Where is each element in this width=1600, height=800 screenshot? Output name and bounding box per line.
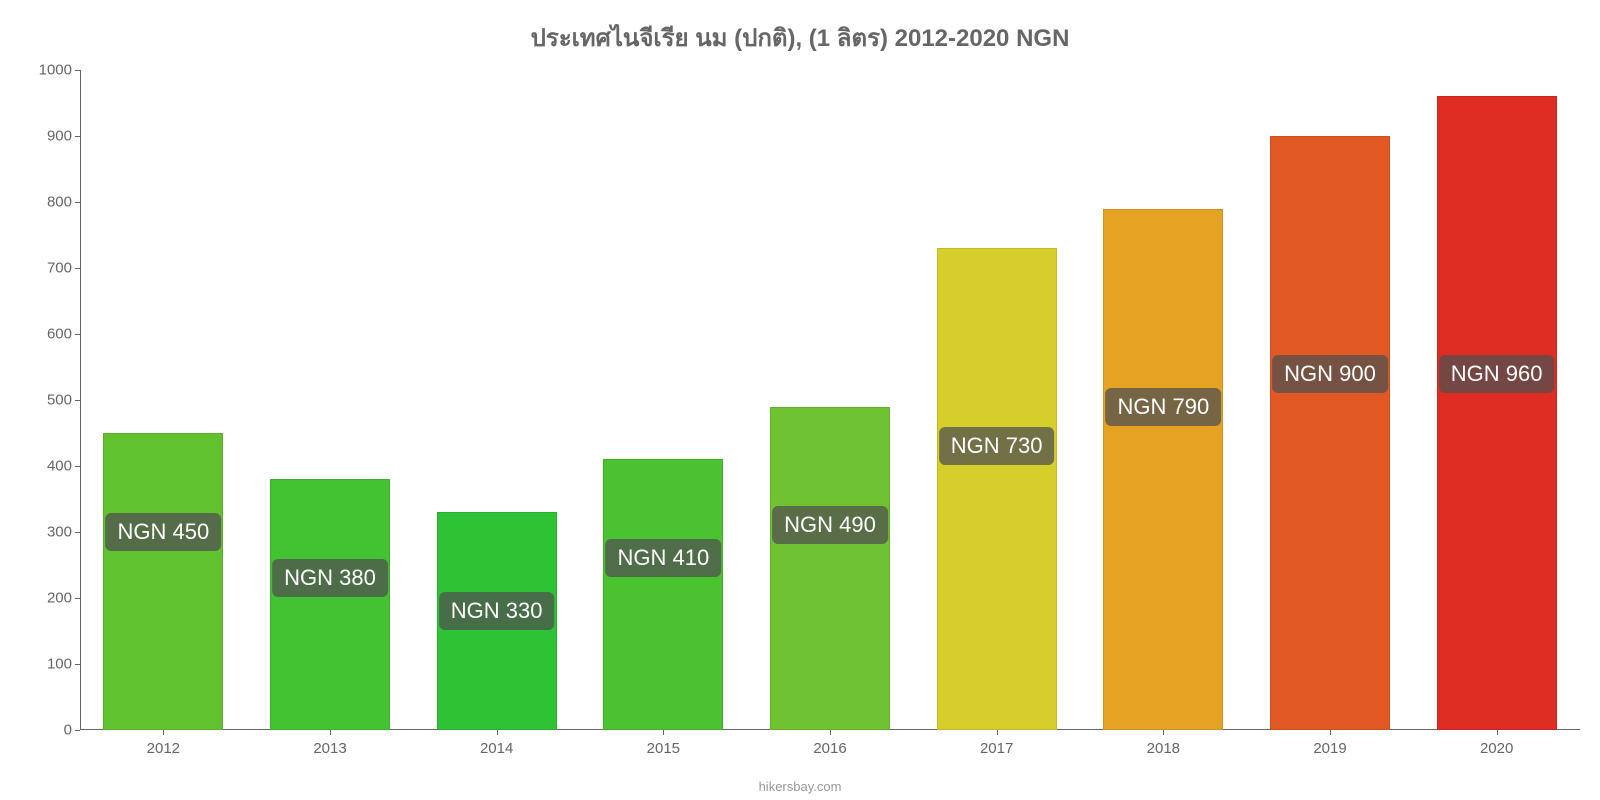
bar-value-label: NGN 330 [439,592,555,630]
y-tick-mark [75,730,80,731]
x-tick-label: 2017 [980,740,1013,757]
x-tick-mark [1163,730,1164,735]
y-tick-label: 600 [47,326,72,343]
x-tick-label: 2016 [813,740,846,757]
x-tick-mark [663,730,664,735]
y-tick-mark [75,334,80,335]
bar-value-label: NGN 960 [1439,355,1555,393]
x-tick-label: 2013 [313,740,346,757]
bar [1270,136,1390,730]
y-tick-mark [75,532,80,533]
bar-value-label: NGN 900 [1272,355,1388,393]
plot-area: 010020030040050060070080090010002012NGN … [80,70,1580,730]
y-tick-mark [75,70,80,71]
bar [770,407,890,730]
y-tick-label: 800 [47,194,72,211]
bar-value-label: NGN 410 [605,539,721,577]
x-tick-mark [497,730,498,735]
x-tick-label: 2019 [1313,740,1346,757]
x-tick-mark [1497,730,1498,735]
y-tick-mark [75,202,80,203]
bar-value-label: NGN 730 [939,427,1055,465]
y-tick-mark [75,664,80,665]
x-tick-label: 2012 [147,740,180,757]
bar-value-label: NGN 450 [105,513,221,551]
bar [603,459,723,730]
y-tick-label: 400 [47,458,72,475]
y-tick-label: 100 [47,656,72,673]
x-tick-mark [1330,730,1331,735]
x-tick-label: 2015 [647,740,680,757]
bar-value-label: NGN 490 [772,506,888,544]
x-tick-label: 2018 [1147,740,1180,757]
chart-container: ประเทศไนจีเรีย นม (ปกติ), (1 ลิตร) 2012-… [0,0,1600,800]
attribution-text: hikersbay.com [0,779,1600,794]
y-axis [80,70,81,730]
y-tick-label: 300 [47,524,72,541]
bar [270,479,390,730]
bar [103,433,223,730]
y-tick-mark [75,466,80,467]
y-tick-label: 700 [47,260,72,277]
y-tick-label: 0 [64,722,72,739]
bar [1437,96,1557,730]
chart-title: ประเทศไนจีเรีย นม (ปกติ), (1 ลิตร) 2012-… [0,18,1600,57]
y-tick-mark [75,598,80,599]
y-tick-label: 500 [47,392,72,409]
y-tick-label: 900 [47,128,72,145]
y-tick-mark [75,400,80,401]
x-tick-mark [163,730,164,735]
y-tick-label: 1000 [39,62,72,79]
bar [937,248,1057,730]
bar-value-label: NGN 380 [272,559,388,597]
y-tick-mark [75,136,80,137]
bar [1103,209,1223,730]
y-tick-label: 200 [47,590,72,607]
x-tick-mark [330,730,331,735]
y-tick-mark [75,268,80,269]
bar-value-label: NGN 790 [1105,388,1221,426]
x-tick-mark [997,730,998,735]
x-tick-label: 2020 [1480,740,1513,757]
x-tick-mark [830,730,831,735]
x-tick-label: 2014 [480,740,513,757]
